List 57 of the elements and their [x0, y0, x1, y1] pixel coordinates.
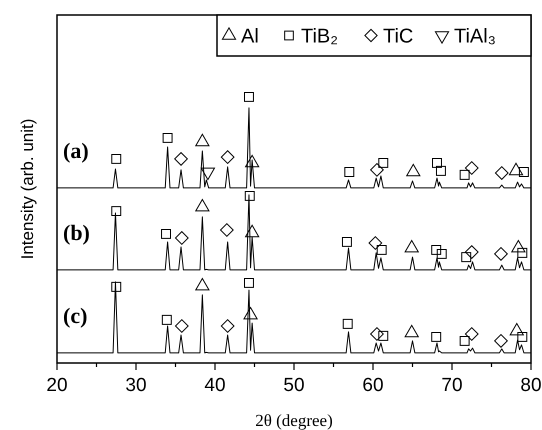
point	[494, 247, 508, 261]
point	[244, 92, 254, 102]
series-label: (c)	[63, 302, 88, 328]
point	[111, 282, 122, 292]
x-tick-label: 60	[362, 375, 384, 396]
x-tick-label: 50	[283, 375, 305, 396]
x-tick-label: 40	[204, 375, 226, 396]
point	[161, 228, 171, 239]
point	[162, 314, 172, 325]
point	[432, 158, 442, 168]
series-label: (b)	[63, 220, 90, 245]
legend-label: TiB₂	[301, 26, 338, 48]
point	[461, 252, 472, 262]
point	[460, 170, 470, 180]
legend-label: Al	[241, 26, 259, 48]
point	[431, 244, 442, 255]
point	[174, 152, 188, 166]
point	[436, 166, 446, 176]
point	[342, 318, 353, 329]
x-tick-label: 70	[441, 375, 463, 396]
x-tick-label: 20	[46, 375, 68, 396]
point	[342, 236, 352, 247]
point	[370, 163, 384, 177]
point	[464, 161, 479, 175]
point	[376, 244, 387, 255]
series-label: (a)	[63, 138, 89, 163]
point	[220, 319, 234, 333]
point	[111, 154, 122, 164]
point	[174, 319, 189, 333]
point	[517, 248, 528, 258]
x-tick-label: 80	[520, 375, 542, 396]
point	[244, 190, 255, 201]
point	[220, 150, 234, 164]
point	[494, 166, 509, 180]
point	[431, 332, 442, 342]
point	[460, 336, 470, 346]
x-axis-title: 2θ (degree)	[255, 411, 333, 430]
point	[111, 206, 122, 216]
point	[464, 245, 479, 259]
x-tick-label: 30	[125, 375, 147, 396]
point	[378, 158, 388, 168]
point	[162, 132, 173, 143]
point	[436, 248, 447, 259]
point	[518, 167, 529, 177]
point	[220, 223, 234, 237]
legend-label: TiAl₃	[454, 26, 496, 48]
point	[378, 330, 388, 341]
point	[370, 327, 384, 341]
legend-label: TiC	[383, 26, 414, 48]
point	[464, 327, 479, 341]
point	[174, 231, 189, 245]
point	[344, 167, 354, 177]
point	[368, 236, 382, 250]
point	[494, 334, 508, 348]
point	[517, 332, 528, 342]
point	[244, 278, 254, 288]
y-axis-title: Intensity (arb. unit)	[18, 118, 37, 260]
